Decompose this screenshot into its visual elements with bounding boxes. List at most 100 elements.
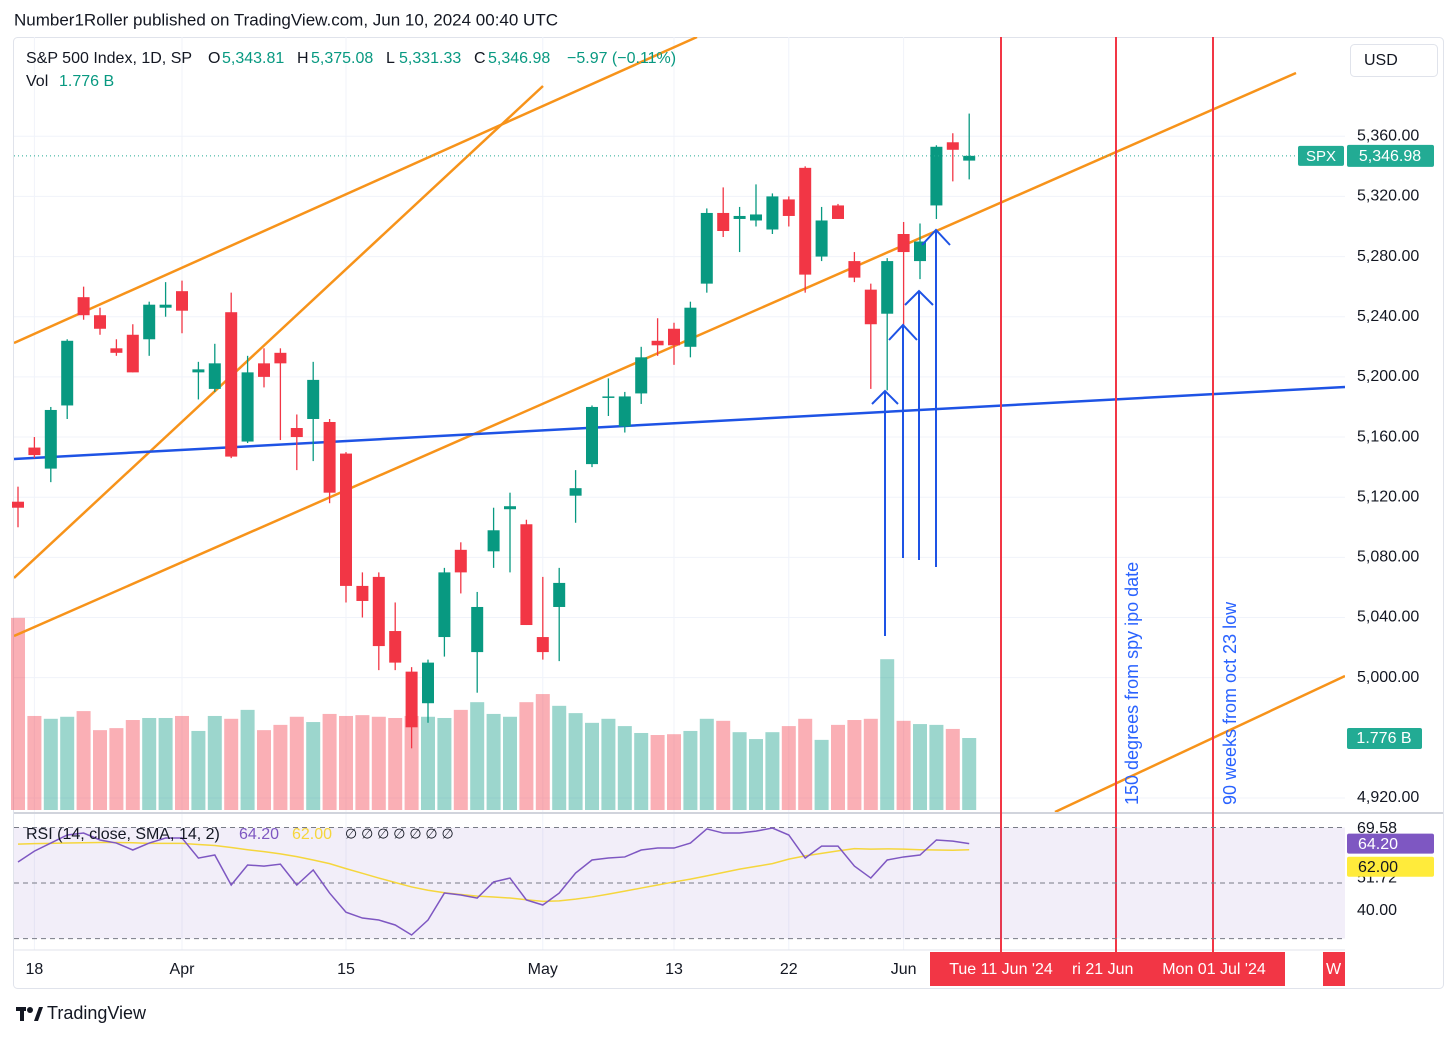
legend-label: Vol <box>26 73 48 90</box>
candle-body <box>536 637 549 653</box>
candle-body <box>372 576 385 647</box>
volume-bar <box>175 715 189 810</box>
candle-body <box>241 372 254 442</box>
volume-badge <box>1347 728 1422 750</box>
candle-body <box>864 289 877 325</box>
candle-body <box>750 214 762 221</box>
volume-bar <box>814 739 829 810</box>
annotation: 150 degrees from spy ipo date <box>1122 562 1142 805</box>
arrow-head <box>888 323 918 341</box>
title: S&P 500 Index, 1D, SP <box>26 50 192 67</box>
candle-body <box>881 261 894 314</box>
candle-body <box>405 671 418 728</box>
candle-body <box>126 334 139 373</box>
candle-body <box>143 304 156 340</box>
brand: TradingView <box>47 1003 147 1023</box>
volume-bar <box>716 720 731 810</box>
volume-bar <box>60 716 75 810</box>
x-tick-label: Jun <box>891 961 917 978</box>
volume-bar <box>240 709 255 810</box>
x-tick-label: 13 <box>665 961 683 978</box>
candle-body <box>225 312 238 457</box>
candle-body <box>77 297 90 316</box>
candle-body <box>668 328 680 346</box>
rsi-title: RSI (14, close, SMA, 14, 2) <box>26 826 220 843</box>
volume-bar <box>109 728 124 810</box>
candle-body <box>963 155 976 161</box>
trend-line <box>14 85 544 579</box>
rsi-tick-label: 69.58 <box>1357 820 1397 837</box>
candle-body <box>44 409 57 469</box>
currency-button[interactable] <box>1350 44 1438 77</box>
future-date-label: Mon 01 Jul '24 <box>1162 961 1266 978</box>
volume-bar <box>683 730 698 810</box>
candle-body <box>832 205 844 219</box>
candle-body <box>389 631 402 663</box>
legend-value: 5,375.08 <box>311 50 373 67</box>
future-date-label: ri 21 Jun <box>1072 961 1133 978</box>
volume-bar <box>453 709 468 810</box>
rsi-badge <box>1347 833 1434 854</box>
y-tick-label: 5,360.00 <box>1357 127 1419 144</box>
rsi-line <box>17 827 970 936</box>
annotation: 90 weeks from oct 23 low <box>1220 601 1240 805</box>
logo <box>16 1007 43 1021</box>
candle-body <box>848 261 861 278</box>
y-tick-label: 5,200.00 <box>1357 368 1419 385</box>
candle-body <box>717 212 730 232</box>
arrow-head <box>921 228 951 246</box>
volume-bar <box>421 716 435 810</box>
future-date-badge <box>1073 952 1150 986</box>
volume-bar <box>388 717 403 810</box>
trend-line <box>1054 674 1345 812</box>
volume-bar <box>552 705 567 810</box>
candle-body <box>471 606 484 653</box>
volume-bar <box>142 717 157 810</box>
arrow-head <box>904 289 934 306</box>
volume-bar <box>191 730 206 810</box>
volume-bar <box>470 702 485 810</box>
trend-line <box>14 71 1297 638</box>
volume-bar <box>962 738 977 810</box>
volume-bar <box>880 659 895 810</box>
candle-body <box>635 357 648 394</box>
candle-body <box>438 572 451 638</box>
y-tick-label: 5,320.00 <box>1357 188 1419 205</box>
candle-body <box>618 396 631 427</box>
candle-body <box>799 167 812 275</box>
volume-bar <box>945 728 960 810</box>
arrows <box>871 228 951 636</box>
volume-bar <box>863 718 878 810</box>
volume-bar <box>207 715 222 810</box>
currency[interactable]: USD <box>1364 52 1398 69</box>
logo-mark <box>27 1007 33 1013</box>
candle-body <box>930 146 943 206</box>
logo-mark <box>20 1007 24 1021</box>
candle-body <box>192 369 205 373</box>
volume-bar <box>831 724 845 810</box>
volume-bar <box>749 739 763 810</box>
candle-body <box>897 234 910 253</box>
price-label: 5,346.98 <box>1359 148 1421 165</box>
volume-bar <box>371 716 386 810</box>
candle-body <box>307 379 320 419</box>
volume-bar <box>667 734 681 810</box>
rsi-tick-label: 40.00 <box>1357 902 1397 919</box>
volume-bar <box>486 713 501 810</box>
volume-bar <box>289 716 304 810</box>
x-tick-label: 18 <box>26 961 44 978</box>
candle-body <box>28 447 41 456</box>
candle-body <box>946 142 959 150</box>
volume <box>11 617 977 810</box>
rsi-value-label: 64.20 <box>1358 836 1398 853</box>
candle-body <box>504 506 516 510</box>
y-tick-label: 5,240.00 <box>1357 308 1419 325</box>
future-date-badge <box>1150 952 1285 986</box>
candle-body <box>454 549 467 573</box>
volume-bar <box>634 732 649 810</box>
candle-body <box>422 662 434 704</box>
volume-bar <box>650 735 665 810</box>
candle-body <box>733 215 746 219</box>
legend-label: O <box>208 50 220 67</box>
